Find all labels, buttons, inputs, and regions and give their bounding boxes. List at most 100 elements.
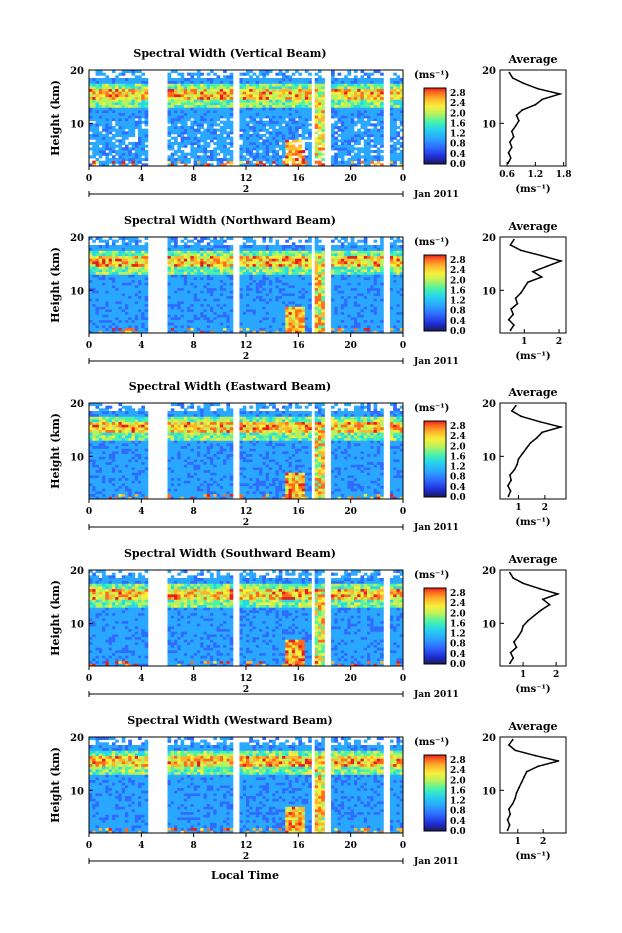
x-tick-label: 4 — [138, 841, 144, 851]
panel-1: Spectral Width (Vertical Beam)1020Height… — [49, 47, 571, 200]
x-tick-label: 20 — [344, 341, 357, 351]
colorbar — [424, 88, 446, 164]
average-profile-point — [511, 146, 513, 148]
average-profile-point — [541, 255, 543, 257]
colorbar-unit: (ms⁻¹) — [414, 737, 449, 748]
average-profile-point — [512, 77, 514, 79]
y-tick-label: 20 — [70, 399, 84, 410]
colorbar-tick-label: 0.4 — [450, 483, 466, 493]
panel-title: Spectral Width (Southward Beam) — [124, 547, 336, 560]
average-x-label: (ms⁻¹) — [515, 351, 550, 362]
heatmap-cells — [89, 570, 403, 666]
colorbar-tick-label: 2.0 — [450, 109, 466, 119]
average-profile-point — [510, 329, 512, 331]
average-x-tick-label: 1.8 — [556, 170, 572, 180]
colorbar-tick-label: 2.4 — [450, 266, 466, 276]
colorbar-unit: (ms⁻¹) — [414, 237, 449, 248]
average-x-tick-label: 1 — [520, 670, 526, 680]
average-profile-point — [532, 271, 534, 273]
average-x-tick-label: 2 — [542, 503, 548, 513]
colorbar-tick-label: 0.8 — [450, 140, 466, 150]
average-profile-point — [507, 819, 509, 821]
day-marker: 2 — [243, 518, 249, 528]
x-tick-label: 0 — [86, 341, 92, 351]
average-profile-point — [520, 249, 522, 251]
y-tick-label: 10 — [70, 286, 84, 297]
average-profile-point — [513, 641, 515, 643]
y-axis-label: Height (km) — [49, 247, 62, 323]
average-profile-point — [512, 657, 514, 659]
colorbar-tick-label: 0.4 — [450, 317, 466, 327]
average-x-label: (ms⁻¹) — [515, 851, 550, 862]
average-profile-point — [509, 572, 511, 574]
average-profile-point — [523, 287, 525, 289]
average-frame — [500, 403, 566, 499]
average-profile-point — [513, 136, 515, 138]
x-tick-label: 8 — [191, 174, 197, 184]
colorbar-tick-label: 2.8 — [450, 422, 466, 432]
average-profile-point — [557, 593, 559, 595]
y-tick-label: 10 — [70, 119, 84, 130]
average-title: Average — [507, 553, 557, 566]
average-profile-point — [507, 485, 509, 487]
average-profile-point — [509, 141, 511, 143]
date-label: Jan 2011 — [413, 523, 459, 533]
y-axis-label: Height (km) — [49, 80, 62, 156]
colorbar-tick-label: 0.0 — [450, 327, 466, 337]
colorbar-tick-label: 0.4 — [450, 817, 466, 827]
colorbar — [424, 588, 446, 664]
panel-4: Spectral Width (Southward Beam)1020Heigh… — [49, 547, 566, 700]
average-profile-point — [514, 469, 516, 471]
average-profile-point — [546, 265, 548, 267]
colorbar-tick-label: 0.8 — [450, 807, 466, 817]
average-profile-point — [535, 104, 537, 106]
x-tick-label: 12 — [240, 841, 253, 851]
y-axis-label: Height (km) — [49, 580, 62, 656]
average-frame — [500, 737, 566, 833]
y-tick-label: 20 — [70, 233, 84, 244]
colorbar-tick-label: 0.0 — [450, 660, 466, 670]
day-marker: 2 — [243, 852, 249, 862]
panel-title: Spectral Width (Vertical Beam) — [133, 47, 326, 60]
average-profile-point — [511, 130, 513, 132]
x-tick-label: 0 — [400, 507, 406, 517]
heatmap-cells — [89, 737, 403, 833]
x-tick-label: 0 — [400, 174, 406, 184]
average-x-tick-label: 2 — [540, 837, 546, 847]
average-profile-point — [510, 244, 512, 246]
average-profile-point — [517, 303, 519, 305]
average-profile-point — [522, 582, 524, 584]
x-tick-label: 0 — [400, 674, 406, 684]
average-profile-point — [527, 281, 529, 283]
heatmap-cells — [89, 237, 403, 333]
y-tick-label: 20 — [70, 566, 84, 577]
average-profile-point — [518, 458, 520, 460]
colorbar-tick-label: 1.2 — [450, 630, 466, 640]
x-tick-label: 8 — [191, 674, 197, 684]
average-profile-point — [560, 426, 562, 428]
average-profile-point — [509, 72, 511, 74]
colorbar-tick-label: 2.4 — [450, 766, 466, 776]
average-y-tick-label: 10 — [482, 119, 496, 130]
colorbar-tick-label: 2.0 — [450, 276, 466, 286]
y-tick-label: 10 — [70, 619, 84, 630]
x-tick-label: 12 — [240, 674, 253, 684]
average-profile-point — [536, 437, 538, 439]
colorbar-tick-label: 0.0 — [450, 160, 466, 170]
colorbar-tick-label: 0.8 — [450, 640, 466, 650]
date-label: Jan 2011 — [413, 357, 459, 367]
average-profile-point — [512, 803, 514, 805]
colorbar-tick-label: 0.0 — [450, 827, 466, 837]
average-profile-point — [521, 109, 523, 111]
colorbar-unit: (ms⁻¹) — [414, 403, 449, 414]
average-x-tick-label: 2 — [556, 337, 562, 347]
average-profile-point — [514, 749, 516, 751]
x-tick-label: 16 — [292, 174, 305, 184]
average-profile-point — [516, 463, 518, 465]
average-profile-point — [511, 410, 513, 412]
average-profile-point — [520, 292, 522, 294]
average-profile-point — [508, 319, 510, 321]
x-tick-label: 0 — [400, 341, 406, 351]
average-profile-point — [521, 781, 523, 783]
